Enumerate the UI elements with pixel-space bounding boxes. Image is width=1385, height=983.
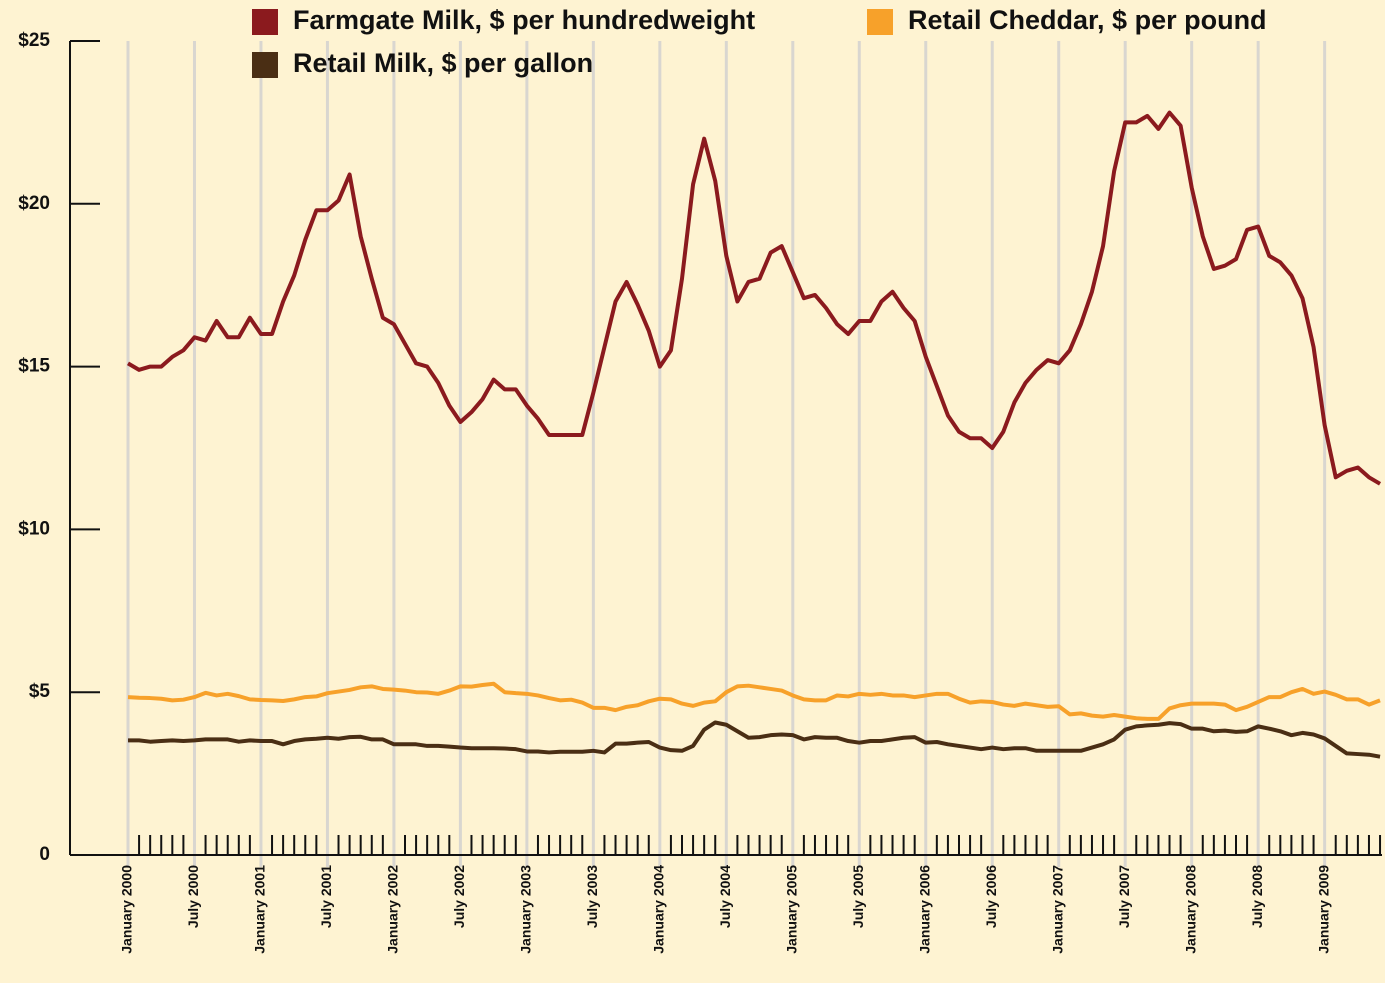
x-tick-label: July 2001 [318,865,334,928]
x-tick-label: January 2004 [651,865,667,954]
x-tick-label: January 2009 [1315,865,1331,954]
x-tick-label: July 2000 [185,865,201,928]
x-tick-label: January 2002 [385,865,401,954]
x-tick-label: July 2003 [584,865,600,928]
x-tick-label: July 2002 [451,865,467,928]
series-line [128,720,1381,759]
x-tick-label: July 2004 [717,865,733,928]
x-tick-label: July 2008 [1249,865,1265,928]
x-tick-label: January 2008 [1182,865,1198,954]
y-tick-label: $10 [18,518,50,539]
series-line [126,110,1382,486]
legend-label: Retail Milk, $ per gallon [293,48,593,78]
series-line [127,681,1381,721]
legend-swatch [252,9,278,35]
x-tick-label: January 2000 [119,865,135,954]
y-tick-label: 0 [39,844,50,865]
x-tick-label: July 2005 [850,865,866,928]
x-tick-label: July 2007 [1116,865,1132,928]
y-tick-label: $20 [18,193,50,214]
x-tick-label: July 2006 [983,865,999,928]
legend-swatch [252,52,278,78]
x-tick-label: January 2007 [1049,865,1065,954]
legend-swatch [867,9,893,35]
y-tick-label: $25 [18,30,50,51]
y-tick-label: $5 [29,681,51,702]
x-tick-label: January 2006 [916,865,932,954]
x-tick-label: January 2003 [518,865,534,954]
legend-label: Farmgate Milk, $ per hundredweight [293,5,755,35]
legend-label: Retail Cheddar, $ per pound [908,5,1267,35]
x-tick-label: January 2001 [252,865,268,954]
x-tick-label: January 2005 [784,865,800,954]
y-tick-label: $15 [18,356,50,377]
